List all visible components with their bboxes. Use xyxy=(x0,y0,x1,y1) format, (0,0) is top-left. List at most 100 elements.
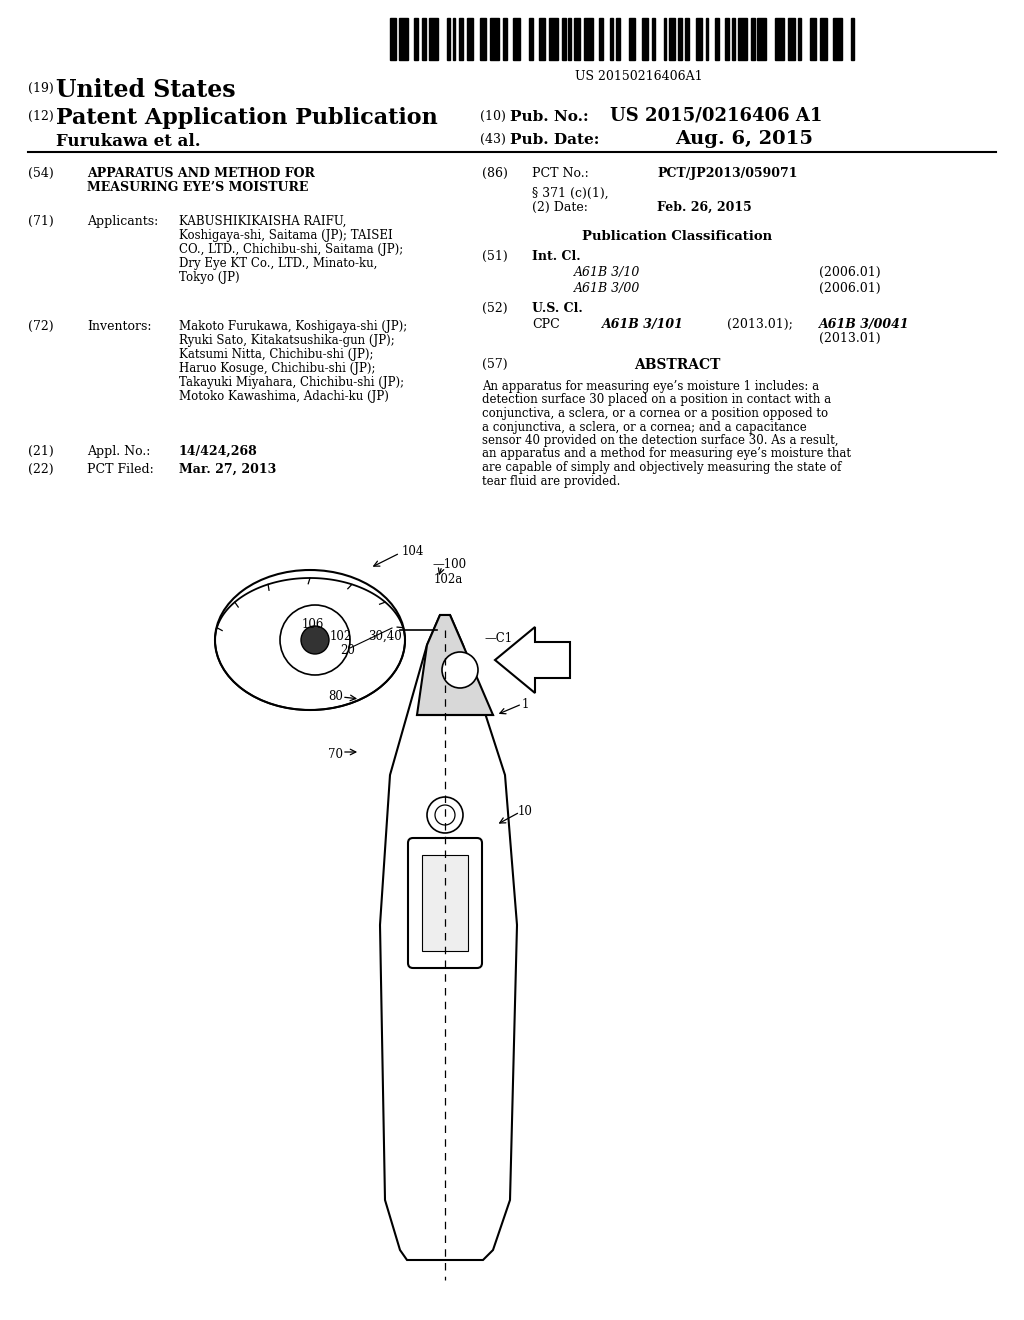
Bar xyxy=(731,18,735,59)
Text: US 2015/0216406 A1: US 2015/0216406 A1 xyxy=(610,107,822,125)
Bar xyxy=(503,18,507,59)
Text: (72): (72) xyxy=(28,319,53,333)
Text: (2006.01): (2006.01) xyxy=(819,267,881,279)
Text: 30,40: 30,40 xyxy=(368,630,401,643)
Text: 102a: 102a xyxy=(434,573,463,586)
Text: (2) Date:: (2) Date: xyxy=(532,201,588,214)
Bar xyxy=(725,18,729,59)
Bar xyxy=(616,18,620,59)
Text: ABSTRACT: ABSTRACT xyxy=(634,358,720,372)
Text: (52): (52) xyxy=(482,302,508,315)
Text: Mar. 27, 2013: Mar. 27, 2013 xyxy=(179,463,276,477)
Bar xyxy=(695,18,702,59)
Text: (51): (51) xyxy=(482,249,508,263)
Bar xyxy=(528,18,532,59)
Bar xyxy=(453,18,456,59)
Bar xyxy=(599,18,603,59)
Text: A61B 3/10: A61B 3/10 xyxy=(574,267,640,279)
Bar xyxy=(685,18,689,59)
Ellipse shape xyxy=(215,570,406,710)
Text: U.S. Cl.: U.S. Cl. xyxy=(532,302,583,315)
Text: Haruo Kosuge, Chichibu-shi (JP);: Haruo Kosuge, Chichibu-shi (JP); xyxy=(179,362,376,375)
Bar xyxy=(664,18,666,59)
Text: A61B 3/0041: A61B 3/0041 xyxy=(819,318,909,331)
FancyBboxPatch shape xyxy=(408,838,482,968)
Bar xyxy=(775,18,784,59)
Bar xyxy=(513,18,520,59)
Text: Aug. 6, 2015: Aug. 6, 2015 xyxy=(675,129,813,148)
Bar xyxy=(851,18,854,59)
Text: CO., LTD., Chichibu-shi, Saitama (JP);: CO., LTD., Chichibu-shi, Saitama (JP); xyxy=(179,243,403,256)
Text: Makoto Furukawa, Koshigaya-shi (JP);: Makoto Furukawa, Koshigaya-shi (JP); xyxy=(179,319,408,333)
Text: APPARATUS AND METHOD FOR: APPARATUS AND METHOD FOR xyxy=(87,168,314,180)
Text: PCT/JP2013/059071: PCT/JP2013/059071 xyxy=(657,168,798,180)
Text: Takayuki Miyahara, Chichibu-shi (JP);: Takayuki Miyahara, Chichibu-shi (JP); xyxy=(179,376,404,389)
Bar xyxy=(715,18,719,59)
Bar xyxy=(629,18,635,59)
Text: MEASURING EYE’S MOISTURE: MEASURING EYE’S MOISTURE xyxy=(87,181,308,194)
Text: (43): (43) xyxy=(480,133,506,147)
Text: CPC: CPC xyxy=(532,318,560,331)
Bar xyxy=(788,18,795,59)
Text: (57): (57) xyxy=(482,358,508,371)
Text: detection surface 30 placed on a position in contact with a: detection surface 30 placed on a positio… xyxy=(482,393,831,407)
Text: Ryuki Sato, Kitakatsushika-gun (JP);: Ryuki Sato, Kitakatsushika-gun (JP); xyxy=(179,334,394,347)
Bar xyxy=(834,18,842,59)
Text: (2013.01): (2013.01) xyxy=(819,333,881,345)
Bar xyxy=(678,18,682,59)
Text: 102: 102 xyxy=(330,630,352,643)
Text: Applicants:: Applicants: xyxy=(87,215,159,228)
Text: conjunctiva, a sclera, or a cornea or a position opposed to: conjunctiva, a sclera, or a cornea or a … xyxy=(482,407,828,420)
Bar xyxy=(669,18,675,59)
Text: US 20150216406A1: US 20150216406A1 xyxy=(575,70,702,83)
Text: (19): (19) xyxy=(28,82,53,95)
Text: 20: 20 xyxy=(340,644,355,657)
Text: Publication Classification: Publication Classification xyxy=(582,230,772,243)
Text: Motoko Kawashima, Adachi-ku (JP): Motoko Kawashima, Adachi-ku (JP) xyxy=(179,389,389,403)
Text: (54): (54) xyxy=(28,168,53,180)
Polygon shape xyxy=(495,627,570,693)
Text: (2013.01);: (2013.01); xyxy=(727,318,793,331)
Circle shape xyxy=(301,626,329,653)
Bar xyxy=(422,18,426,59)
Text: Int. Cl.: Int. Cl. xyxy=(532,249,581,263)
Bar xyxy=(480,18,486,59)
Bar xyxy=(490,18,499,59)
Text: A61B 3/101: A61B 3/101 xyxy=(602,318,684,331)
Bar xyxy=(422,855,468,950)
Bar xyxy=(810,18,816,59)
Bar xyxy=(799,18,801,59)
Text: —C1: —C1 xyxy=(484,632,512,645)
Text: 1: 1 xyxy=(522,698,529,711)
Text: Pub. Date:: Pub. Date: xyxy=(510,133,599,147)
Text: sensor 40 provided on the detection surface 30. As a result,: sensor 40 provided on the detection surf… xyxy=(482,434,839,447)
Bar xyxy=(568,18,571,59)
Circle shape xyxy=(442,652,478,688)
Bar xyxy=(706,18,709,59)
Bar xyxy=(642,18,648,59)
Text: tear fluid are provided.: tear fluid are provided. xyxy=(482,474,621,487)
Text: A61B 3/00: A61B 3/00 xyxy=(574,282,640,294)
Text: Feb. 26, 2015: Feb. 26, 2015 xyxy=(657,201,752,214)
Text: an apparatus and a method for measuring eye’s moisture that: an apparatus and a method for measuring … xyxy=(482,447,851,461)
Text: (86): (86) xyxy=(482,168,508,180)
Text: a conjunctiva, a sclera, or a cornea; and a capacitance: a conjunctiva, a sclera, or a cornea; an… xyxy=(482,421,807,433)
Text: Tokyo (JP): Tokyo (JP) xyxy=(179,271,240,284)
Text: An apparatus for measuring eye’s moisture 1 includes: a: An apparatus for measuring eye’s moistur… xyxy=(482,380,819,393)
Bar xyxy=(562,18,566,59)
Bar xyxy=(652,18,654,59)
Text: (71): (71) xyxy=(28,215,53,228)
Bar xyxy=(446,18,451,59)
Text: (10): (10) xyxy=(480,110,506,123)
Bar xyxy=(428,18,437,59)
Text: are capable of simply and objectively measuring the state of: are capable of simply and objectively me… xyxy=(482,461,842,474)
Text: PCT No.:: PCT No.: xyxy=(532,168,589,180)
Bar xyxy=(539,18,546,59)
Text: Dry Eye KT Co., LTD., Minato-ku,: Dry Eye KT Co., LTD., Minato-ku, xyxy=(179,257,378,271)
Polygon shape xyxy=(417,615,493,715)
Bar xyxy=(584,18,593,59)
Bar xyxy=(399,18,408,59)
Bar xyxy=(467,18,473,59)
Text: 106: 106 xyxy=(302,618,325,631)
Text: 14/424,268: 14/424,268 xyxy=(179,445,258,458)
